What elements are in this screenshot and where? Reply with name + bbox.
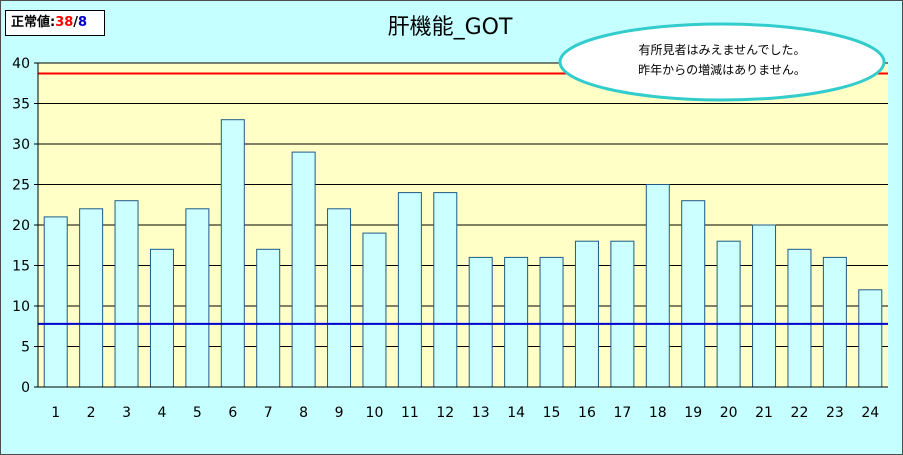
x-tick-label-7: 7 bbox=[264, 405, 273, 421]
x-tick-label-21: 21 bbox=[755, 405, 773, 421]
bar-1 bbox=[43, 216, 68, 388]
x-tick-label-24: 24 bbox=[861, 405, 879, 421]
normal-range-lower: 8 bbox=[78, 15, 88, 30]
callout-ellipse bbox=[558, 22, 886, 102]
y-tick-label-20: 20 bbox=[12, 218, 30, 234]
x-tick-label-5: 5 bbox=[193, 405, 202, 421]
x-tick-label-6: 6 bbox=[228, 405, 237, 421]
normal-range-label: 正常値: bbox=[11, 15, 56, 30]
callout-line-2: 昨年からの増減はありません。 bbox=[638, 62, 806, 77]
x-tick-label-14: 14 bbox=[507, 405, 525, 421]
y-tick-label-25: 25 bbox=[12, 178, 30, 194]
bar-3 bbox=[114, 200, 139, 388]
x-tick-label-20: 20 bbox=[720, 405, 738, 421]
bar-20 bbox=[716, 240, 741, 388]
normal-range-upper: 38 bbox=[55, 15, 74, 30]
y-tick-label-0: 0 bbox=[21, 380, 30, 396]
bars bbox=[43, 119, 883, 388]
x-tick-label-2: 2 bbox=[87, 405, 96, 421]
y-tick-label-35: 35 bbox=[12, 97, 30, 113]
x-tick-label-13: 13 bbox=[472, 405, 490, 421]
bar-13 bbox=[468, 256, 493, 388]
y-tick-label-30: 30 bbox=[12, 137, 30, 153]
callout-bubble: 有所見者はみえませんでした。 昨年からの増減はありません。 bbox=[558, 22, 886, 102]
x-tick-label-9: 9 bbox=[335, 405, 344, 421]
bar-19 bbox=[681, 200, 706, 388]
x-tick-label-22: 22 bbox=[791, 405, 809, 421]
bar-16 bbox=[574, 240, 599, 388]
x-tick-label-16: 16 bbox=[578, 405, 596, 421]
bar-24 bbox=[858, 289, 883, 388]
bar-21 bbox=[752, 224, 777, 388]
x-axis-tick-labels: 1 2 3 4 5 6 7 8 9 10 11 12 13 14 15 16 17 18 19 20 21 22 23 24 bbox=[51, 405, 879, 421]
bar-5 bbox=[185, 208, 210, 388]
bar-14 bbox=[504, 256, 529, 388]
bar-23 bbox=[822, 256, 847, 388]
y-tick-label-15: 15 bbox=[12, 259, 30, 275]
x-tick-label-8: 8 bbox=[299, 405, 308, 421]
y-axis-tick-labels: 0 5 10 15 20 25 30 35 40 bbox=[12, 56, 30, 396]
x-tick-label-17: 17 bbox=[613, 405, 631, 421]
normal-range-badge: 正常値:38/8 bbox=[5, 10, 105, 36]
bar-2 bbox=[79, 208, 104, 388]
x-tick-label-23: 23 bbox=[826, 405, 844, 421]
x-tick-label-18: 18 bbox=[649, 405, 667, 421]
normal-range-separator: / bbox=[73, 15, 79, 30]
bar-4 bbox=[149, 248, 174, 388]
x-tick-label-3: 3 bbox=[122, 405, 131, 421]
x-tick-label-4: 4 bbox=[157, 405, 166, 421]
bar-12 bbox=[433, 192, 458, 388]
callout-line-1: 有所見者はみえませんでした。 bbox=[638, 43, 805, 57]
bar-9 bbox=[327, 208, 352, 388]
bar-10 bbox=[362, 232, 387, 388]
x-tick-label-15: 15 bbox=[543, 405, 561, 421]
y-tick-label-10: 10 bbox=[12, 299, 30, 315]
bar-11 bbox=[397, 192, 422, 388]
bar-17 bbox=[610, 240, 635, 388]
bar-6 bbox=[220, 119, 245, 388]
bar-15 bbox=[539, 256, 564, 388]
y-tick-label-5: 5 bbox=[21, 340, 30, 356]
bar-8 bbox=[291, 151, 316, 388]
x-tick-label-1: 1 bbox=[51, 405, 60, 421]
x-tick-label-19: 19 bbox=[684, 405, 702, 421]
y-tick-label-40: 40 bbox=[12, 56, 30, 72]
bar-7 bbox=[256, 248, 281, 388]
x-tick-label-11: 11 bbox=[401, 405, 419, 421]
bar-22 bbox=[787, 248, 812, 388]
chart-title: 肝機能_GOT bbox=[388, 15, 513, 40]
x-tick-label-10: 10 bbox=[366, 405, 384, 421]
x-tick-label-12: 12 bbox=[436, 405, 454, 421]
bar-18 bbox=[645, 184, 670, 388]
